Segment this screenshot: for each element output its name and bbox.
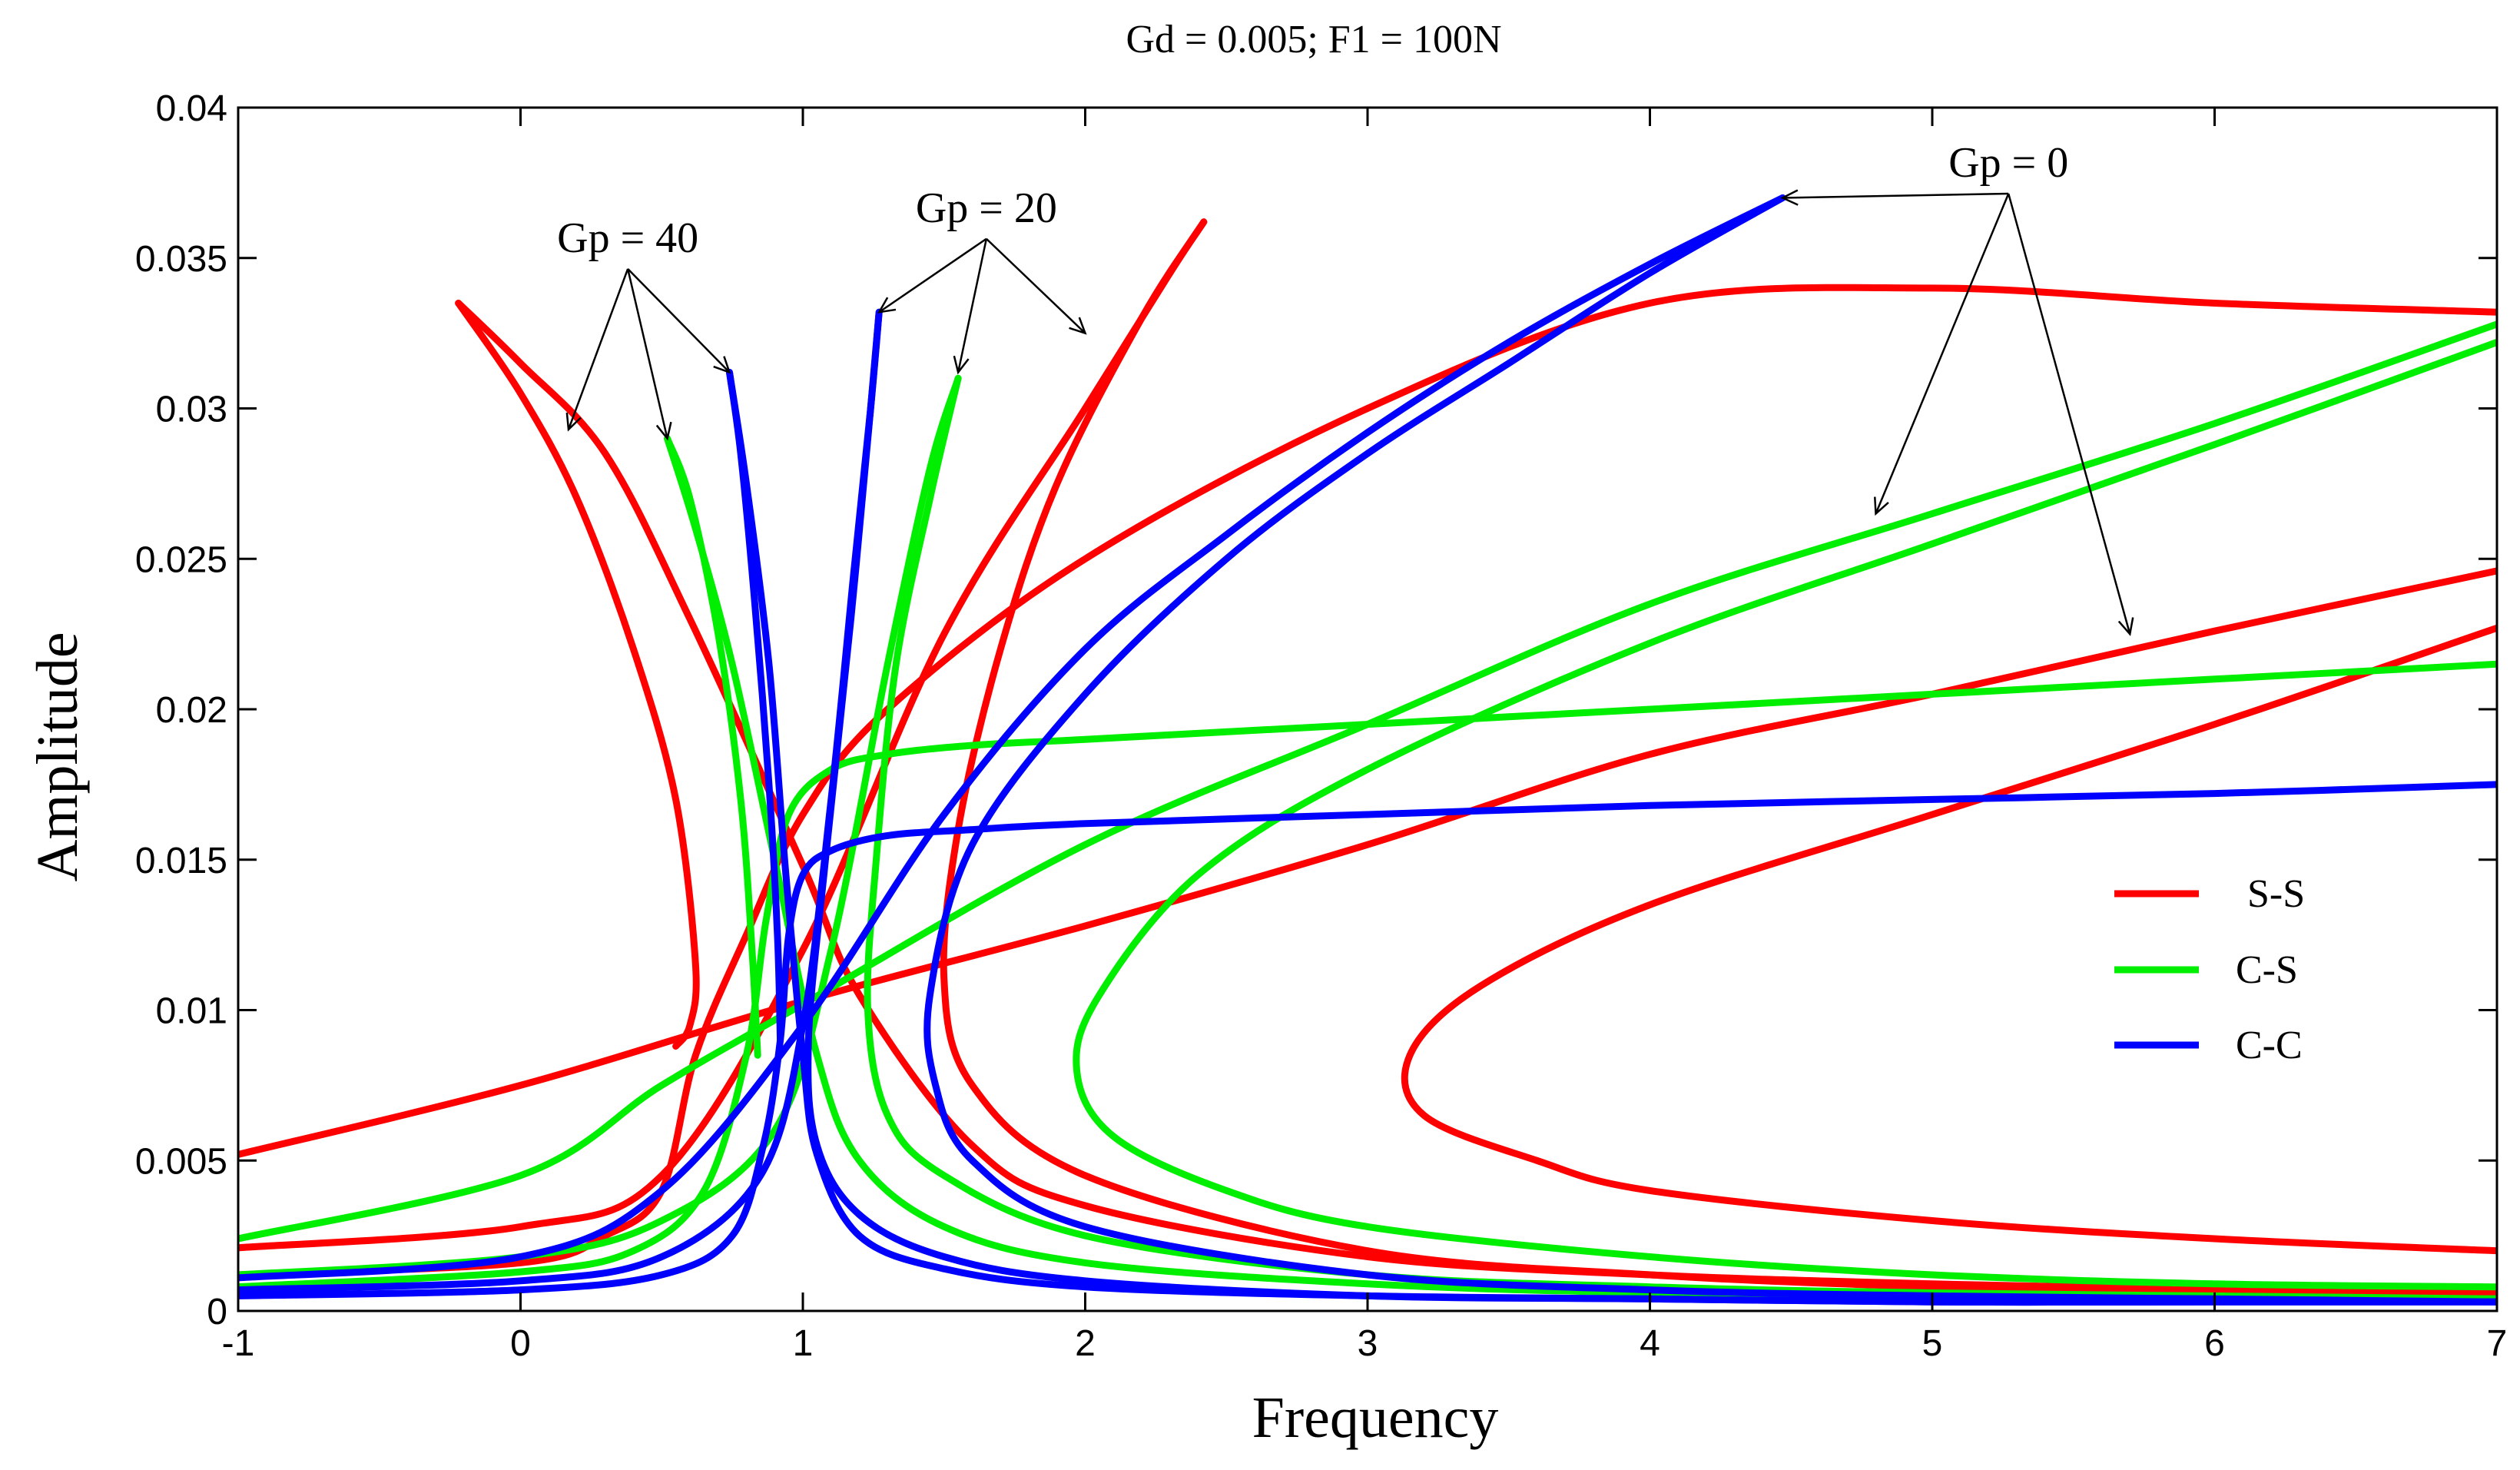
x-tick-label: 0 (510, 1323, 531, 1364)
series-c-s-gp-0-lower (1073, 338, 2497, 1291)
annotation-arrow-line (1782, 192, 2009, 199)
annotation-arrow-line (2008, 193, 2131, 635)
plot-area-frame (237, 106, 2498, 1312)
annotation-arrow-line (957, 238, 988, 373)
y-tick-label: 0.025 (135, 539, 227, 580)
series-s-s-gp-0-upper (238, 567, 2497, 1158)
series-layer (238, 194, 2497, 1306)
legend: S-S C-S C-C (2114, 872, 2305, 1067)
x-tick-label: 1 (793, 1323, 814, 1364)
annotation-arrow-line (627, 268, 731, 373)
x-tick-label: 5 (1922, 1323, 1943, 1364)
y-tick-label: 0.005 (135, 1141, 227, 1182)
series-s-s-gp-40-loop (455, 300, 700, 1050)
series-c-c-gp-0-lower (923, 194, 2497, 1306)
series-c-s-gp-40-upper (238, 660, 2497, 1291)
y-tick-label: 0.02 (156, 690, 227, 731)
annotation-gp-20: Gp = 20 (916, 184, 1057, 232)
y-tick-label: 0.01 (156, 991, 227, 1032)
annotation-arrow-head (1069, 317, 1087, 335)
y-axis-label: Amplitude (25, 632, 90, 881)
series-c-c-gp-0-upper (238, 194, 1786, 1282)
x-tick-label: 7 (2487, 1323, 2508, 1364)
x-tick-label: 3 (1358, 1323, 1378, 1364)
series-c-c-gp-40-upper (238, 781, 2497, 1299)
series-c-s-gp-20-lower (864, 374, 2497, 1302)
series-c-s-gp-40-lower (664, 435, 2497, 1303)
annotation-arrow-head (1780, 189, 1799, 206)
annotation-arrow-head (877, 297, 897, 314)
annotation-arrow-head (565, 412, 582, 432)
series-c-s-gp-40-loop (664, 435, 761, 1059)
x-axis-ticks: -1 0 1 2 3 4 5 6 7 (222, 108, 2508, 1364)
series-s-s-gp-20-lower (940, 218, 2497, 1299)
annotation-arrow-line (878, 237, 987, 314)
annotation-arrow-line (986, 237, 1086, 334)
x-tick-label: 6 (2204, 1323, 2225, 1364)
y-tick-label: 0.015 (135, 841, 227, 881)
y-axis-ticks: 0 0.005 0.01 0.015 0.02 0.025 0.03 0.035 0.04 (135, 88, 2497, 1332)
y-tick-label: 0 (207, 1292, 227, 1332)
y-tick-label: 0.04 (156, 88, 227, 129)
annotation-arrow-head (953, 355, 970, 375)
annotation-layer: Gp = 0 Gp = 20 Gp = 40 (557, 139, 2134, 636)
series-c-c-gp-40-lower (726, 369, 2497, 1306)
y-tick-label: 0.03 (156, 390, 227, 430)
annotation-arrow-line (626, 268, 668, 439)
annotation-arrow-head (1874, 496, 1889, 516)
legend-label-c-s: C-S (2236, 948, 2298, 992)
y-tick-label: 0.035 (135, 239, 227, 280)
legend-label-s-s: S-S (2247, 872, 2305, 916)
x-axis-label: Frequency (1252, 1385, 1499, 1450)
series-c-s-gp-0-upper (238, 320, 2497, 1243)
annotation-gp-0: Gp = 0 (1948, 139, 2068, 187)
x-tick-label: 2 (1075, 1323, 1096, 1364)
series-s-s-gp-0-lower (1401, 624, 2497, 1255)
annotation-arrow-head (713, 356, 731, 374)
legend-label-c-c: C-C (2236, 1024, 2303, 1067)
x-tick-label: -1 (222, 1323, 255, 1364)
annotation-arrow-head (2117, 617, 2134, 636)
series-s-s-gp-40-upper (238, 284, 2497, 1279)
series-s-s-gp-40-lower (455, 300, 2497, 1296)
chart-title: Gd = 0.005; F1 = 100N (1126, 18, 1501, 61)
annotation-gp-40: Gp = 40 (557, 214, 698, 262)
annotation-arrow-head (655, 421, 672, 441)
annotation-arrow-line (1875, 193, 2010, 515)
series-s-s-gp-20-upper (238, 218, 1208, 1252)
x-tick-label: 4 (1640, 1323, 1660, 1364)
annotation-arrow-line (567, 268, 629, 430)
